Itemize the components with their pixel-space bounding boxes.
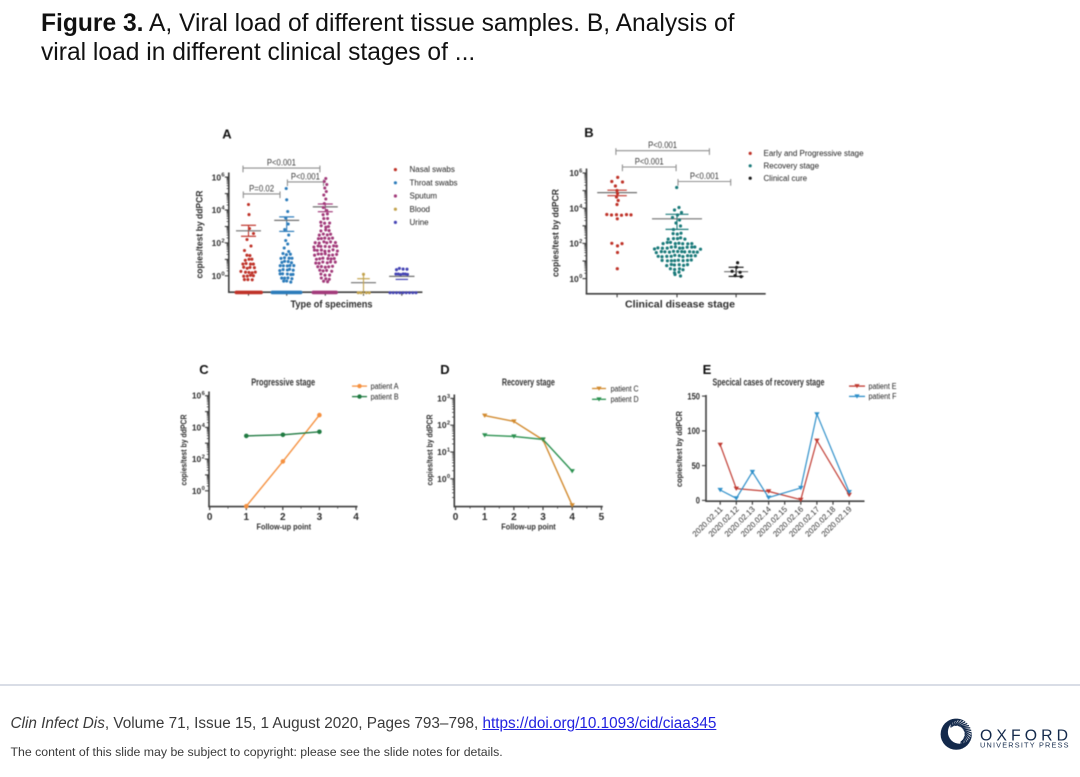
svg-text:3: 3 — [317, 512, 323, 523]
svg-text:copies/test by ddPCR: copies/test by ddPCR — [195, 190, 205, 278]
svg-text:P<0.001: P<0.001 — [267, 158, 296, 169]
svg-text:patient E: patient E — [869, 382, 897, 391]
svg-text:C: C — [199, 362, 209, 377]
svg-text:0: 0 — [447, 474, 450, 480]
svg-text:D: D — [440, 362, 449, 377]
svg-text:4: 4 — [353, 512, 359, 523]
svg-text:4: 4 — [569, 512, 575, 523]
svg-text:Blood: Blood — [410, 205, 430, 214]
svg-text:6: 6 — [202, 391, 206, 397]
svg-text:patient B: patient B — [371, 392, 399, 401]
svg-text:2: 2 — [221, 239, 224, 245]
svg-text:Early and Progressive stage: Early and Progressive stage — [764, 149, 865, 158]
svg-text:1: 1 — [244, 512, 250, 523]
svg-text:Recovery stage: Recovery stage — [502, 378, 555, 389]
svg-text:B: B — [584, 125, 593, 140]
svg-text:copies/test by ddPCR: copies/test by ddPCR — [674, 411, 684, 487]
svg-text:copies/test by ddPCR: copies/test by ddPCR — [551, 189, 561, 277]
svg-text:E: E — [703, 362, 712, 377]
svg-text:P=0.02: P=0.02 — [249, 183, 274, 194]
svg-text:6: 6 — [579, 169, 583, 175]
svg-text:A: A — [222, 127, 232, 142]
svg-text:2: 2 — [511, 512, 517, 523]
svg-text:10: 10 — [212, 271, 222, 281]
svg-text:10: 10 — [569, 274, 579, 284]
svg-text:3: 3 — [447, 394, 451, 400]
svg-text:0: 0 — [579, 274, 582, 280]
svg-text:Progressive stage: Progressive stage — [251, 378, 315, 389]
svg-text:2: 2 — [579, 239, 582, 245]
svg-text:10: 10 — [212, 205, 222, 215]
svg-text:10: 10 — [192, 486, 202, 496]
svg-text:1: 1 — [447, 447, 451, 453]
svg-text:P<0.001: P<0.001 — [690, 171, 719, 182]
svg-text:Sputum: Sputum — [410, 192, 438, 201]
svg-text:patient D: patient D — [611, 395, 639, 404]
svg-text:10: 10 — [437, 447, 447, 457]
svg-text:P<0.001: P<0.001 — [648, 140, 677, 151]
svg-text:10: 10 — [437, 474, 447, 484]
svg-text:patient C: patient C — [611, 384, 639, 393]
svg-text:Recovery stage: Recovery stage — [764, 161, 820, 170]
svg-text:150: 150 — [687, 391, 700, 401]
svg-text:0: 0 — [453, 512, 459, 523]
svg-text:4: 4 — [579, 204, 583, 210]
svg-text:patient A: patient A — [371, 382, 400, 391]
svg-text:50: 50 — [692, 461, 700, 471]
svg-text:P<0.001: P<0.001 — [635, 156, 664, 167]
svg-text:copies/test by ddPCR: copies/test by ddPCR — [425, 415, 435, 486]
svg-text:1: 1 — [482, 512, 488, 523]
svg-text:0: 0 — [207, 512, 213, 523]
svg-text:Throat swabs: Throat swabs — [410, 178, 458, 187]
svg-text:Urine: Urine — [410, 218, 430, 227]
svg-text:10: 10 — [212, 238, 222, 248]
svg-text:Clinical cure: Clinical cure — [764, 174, 808, 183]
svg-text:UNIVERSITY PRESS: UNIVERSITY PRESS — [980, 740, 1069, 749]
svg-text:10: 10 — [437, 420, 447, 430]
svg-text:Follow-up point: Follow-up point — [257, 522, 312, 532]
svg-text:2: 2 — [202, 455, 205, 461]
svg-text:10: 10 — [192, 454, 202, 464]
svg-text:4: 4 — [221, 206, 225, 212]
svg-text:10: 10 — [569, 168, 579, 178]
svg-text:Type of specimens: Type of specimens — [291, 300, 373, 311]
svg-text:100: 100 — [687, 426, 700, 436]
svg-text:Follow-up point: Follow-up point — [501, 522, 556, 532]
svg-text:10: 10 — [569, 203, 579, 213]
svg-text:5: 5 — [599, 512, 605, 523]
svg-text:10: 10 — [437, 393, 447, 403]
svg-text:2: 2 — [447, 421, 450, 427]
svg-text:3: 3 — [540, 512, 546, 523]
svg-text:Nasal swabs: Nasal swabs — [410, 165, 455, 174]
svg-text:Specical cases of recovery sta: Specical cases of recovery stage — [713, 378, 825, 389]
svg-text:OXFORD: OXFORD — [980, 728, 1068, 745]
svg-text:6: 6 — [221, 173, 225, 179]
svg-text:10: 10 — [569, 239, 579, 249]
svg-text:P<0.001: P<0.001 — [291, 171, 320, 182]
svg-text:0: 0 — [696, 496, 700, 506]
svg-text:10: 10 — [192, 391, 202, 401]
svg-text:4: 4 — [202, 423, 206, 429]
svg-text:2: 2 — [280, 512, 286, 523]
svg-text:copies/test by ddPCR: copies/test by ddPCR — [179, 415, 189, 486]
svg-text:0: 0 — [202, 486, 205, 492]
svg-text:10: 10 — [212, 172, 222, 182]
svg-text:patient F: patient F — [869, 392, 897, 401]
svg-text:Clinical disease stage: Clinical disease stage — [625, 300, 735, 311]
svg-text:0: 0 — [221, 271, 224, 277]
svg-text:10: 10 — [192, 422, 202, 432]
